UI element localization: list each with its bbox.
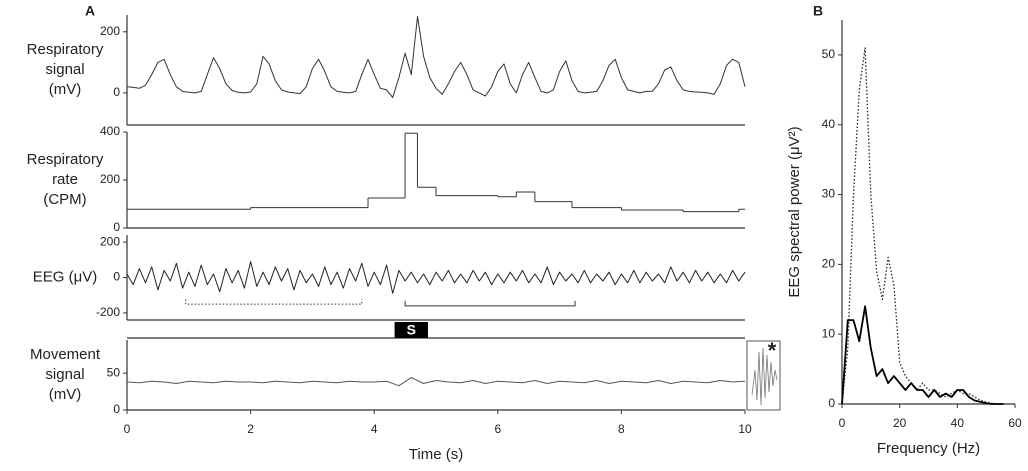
- panel-label: A: [85, 3, 95, 19]
- y-axis-label: (CPM): [43, 191, 86, 208]
- interval-bracket: [185, 299, 363, 305]
- y-axis-label: signal: [45, 61, 84, 78]
- y-axis-label: Movement: [30, 346, 101, 363]
- x-axis-label: Frequency (Hz): [877, 440, 980, 457]
- y-tick-label: 400: [100, 124, 120, 138]
- y-tick-label: 0: [828, 396, 835, 410]
- data-line: [126, 261, 746, 294]
- y-tick-label: 0: [113, 85, 120, 99]
- y-tick-label: 40: [822, 117, 836, 131]
- x-axis-label: Time (s): [409, 446, 463, 463]
- x-tick-label: 0: [839, 416, 846, 430]
- y-tick-label: 0: [113, 402, 120, 416]
- x-tick-label: 2: [247, 422, 254, 436]
- y-tick-label: 20: [822, 257, 836, 271]
- x-tick-label: 8: [618, 422, 625, 436]
- stimulus-marker: [394, 322, 428, 338]
- y-axis-label: signal: [45, 366, 84, 383]
- data-line: [841, 47, 1004, 405]
- y-axis-label: Respiratory: [27, 41, 104, 58]
- x-tick-label: 6: [494, 422, 501, 436]
- y-tick-label: 0: [113, 220, 120, 234]
- x-tick-label: 60: [1008, 416, 1022, 430]
- panel-label: B: [813, 3, 823, 19]
- x-tick-label: 20: [893, 416, 907, 430]
- y-tick-label: 30: [822, 187, 836, 201]
- y-tick-label: 0: [113, 270, 120, 284]
- data-line: [126, 377, 746, 387]
- y-axis-label: rate: [52, 171, 78, 188]
- y-axis-label: (mV): [49, 386, 82, 403]
- data-line: [126, 16, 746, 98]
- inset-label: *: [768, 338, 777, 363]
- x-tick-label: 10: [738, 422, 752, 436]
- y-tick-label: 50: [822, 47, 836, 61]
- y-tick-label: 200: [100, 234, 120, 248]
- interval-bracket: [404, 300, 576, 307]
- stimulus-label: S: [407, 322, 416, 338]
- y-tick-label: 200: [100, 24, 120, 38]
- y-tick-label: 10: [822, 326, 836, 340]
- y-axis-label: EEG (μV): [33, 268, 97, 285]
- y-axis-label: Respiratory: [27, 151, 104, 168]
- x-tick-label: 0: [124, 422, 131, 436]
- y-axis-label: EEG spectral power (μV²): [786, 126, 803, 297]
- data-line: [841, 305, 1004, 405]
- y-tick-label: 50: [107, 365, 121, 379]
- y-tick-label: 200: [100, 172, 120, 186]
- x-tick-label: 4: [371, 422, 378, 436]
- inset-trace: [751, 347, 778, 406]
- y-axis-label: (mV): [49, 81, 82, 98]
- x-tick-label: 40: [951, 416, 965, 430]
- y-tick-label: -200: [96, 305, 120, 319]
- inset-box: [746, 340, 781, 411]
